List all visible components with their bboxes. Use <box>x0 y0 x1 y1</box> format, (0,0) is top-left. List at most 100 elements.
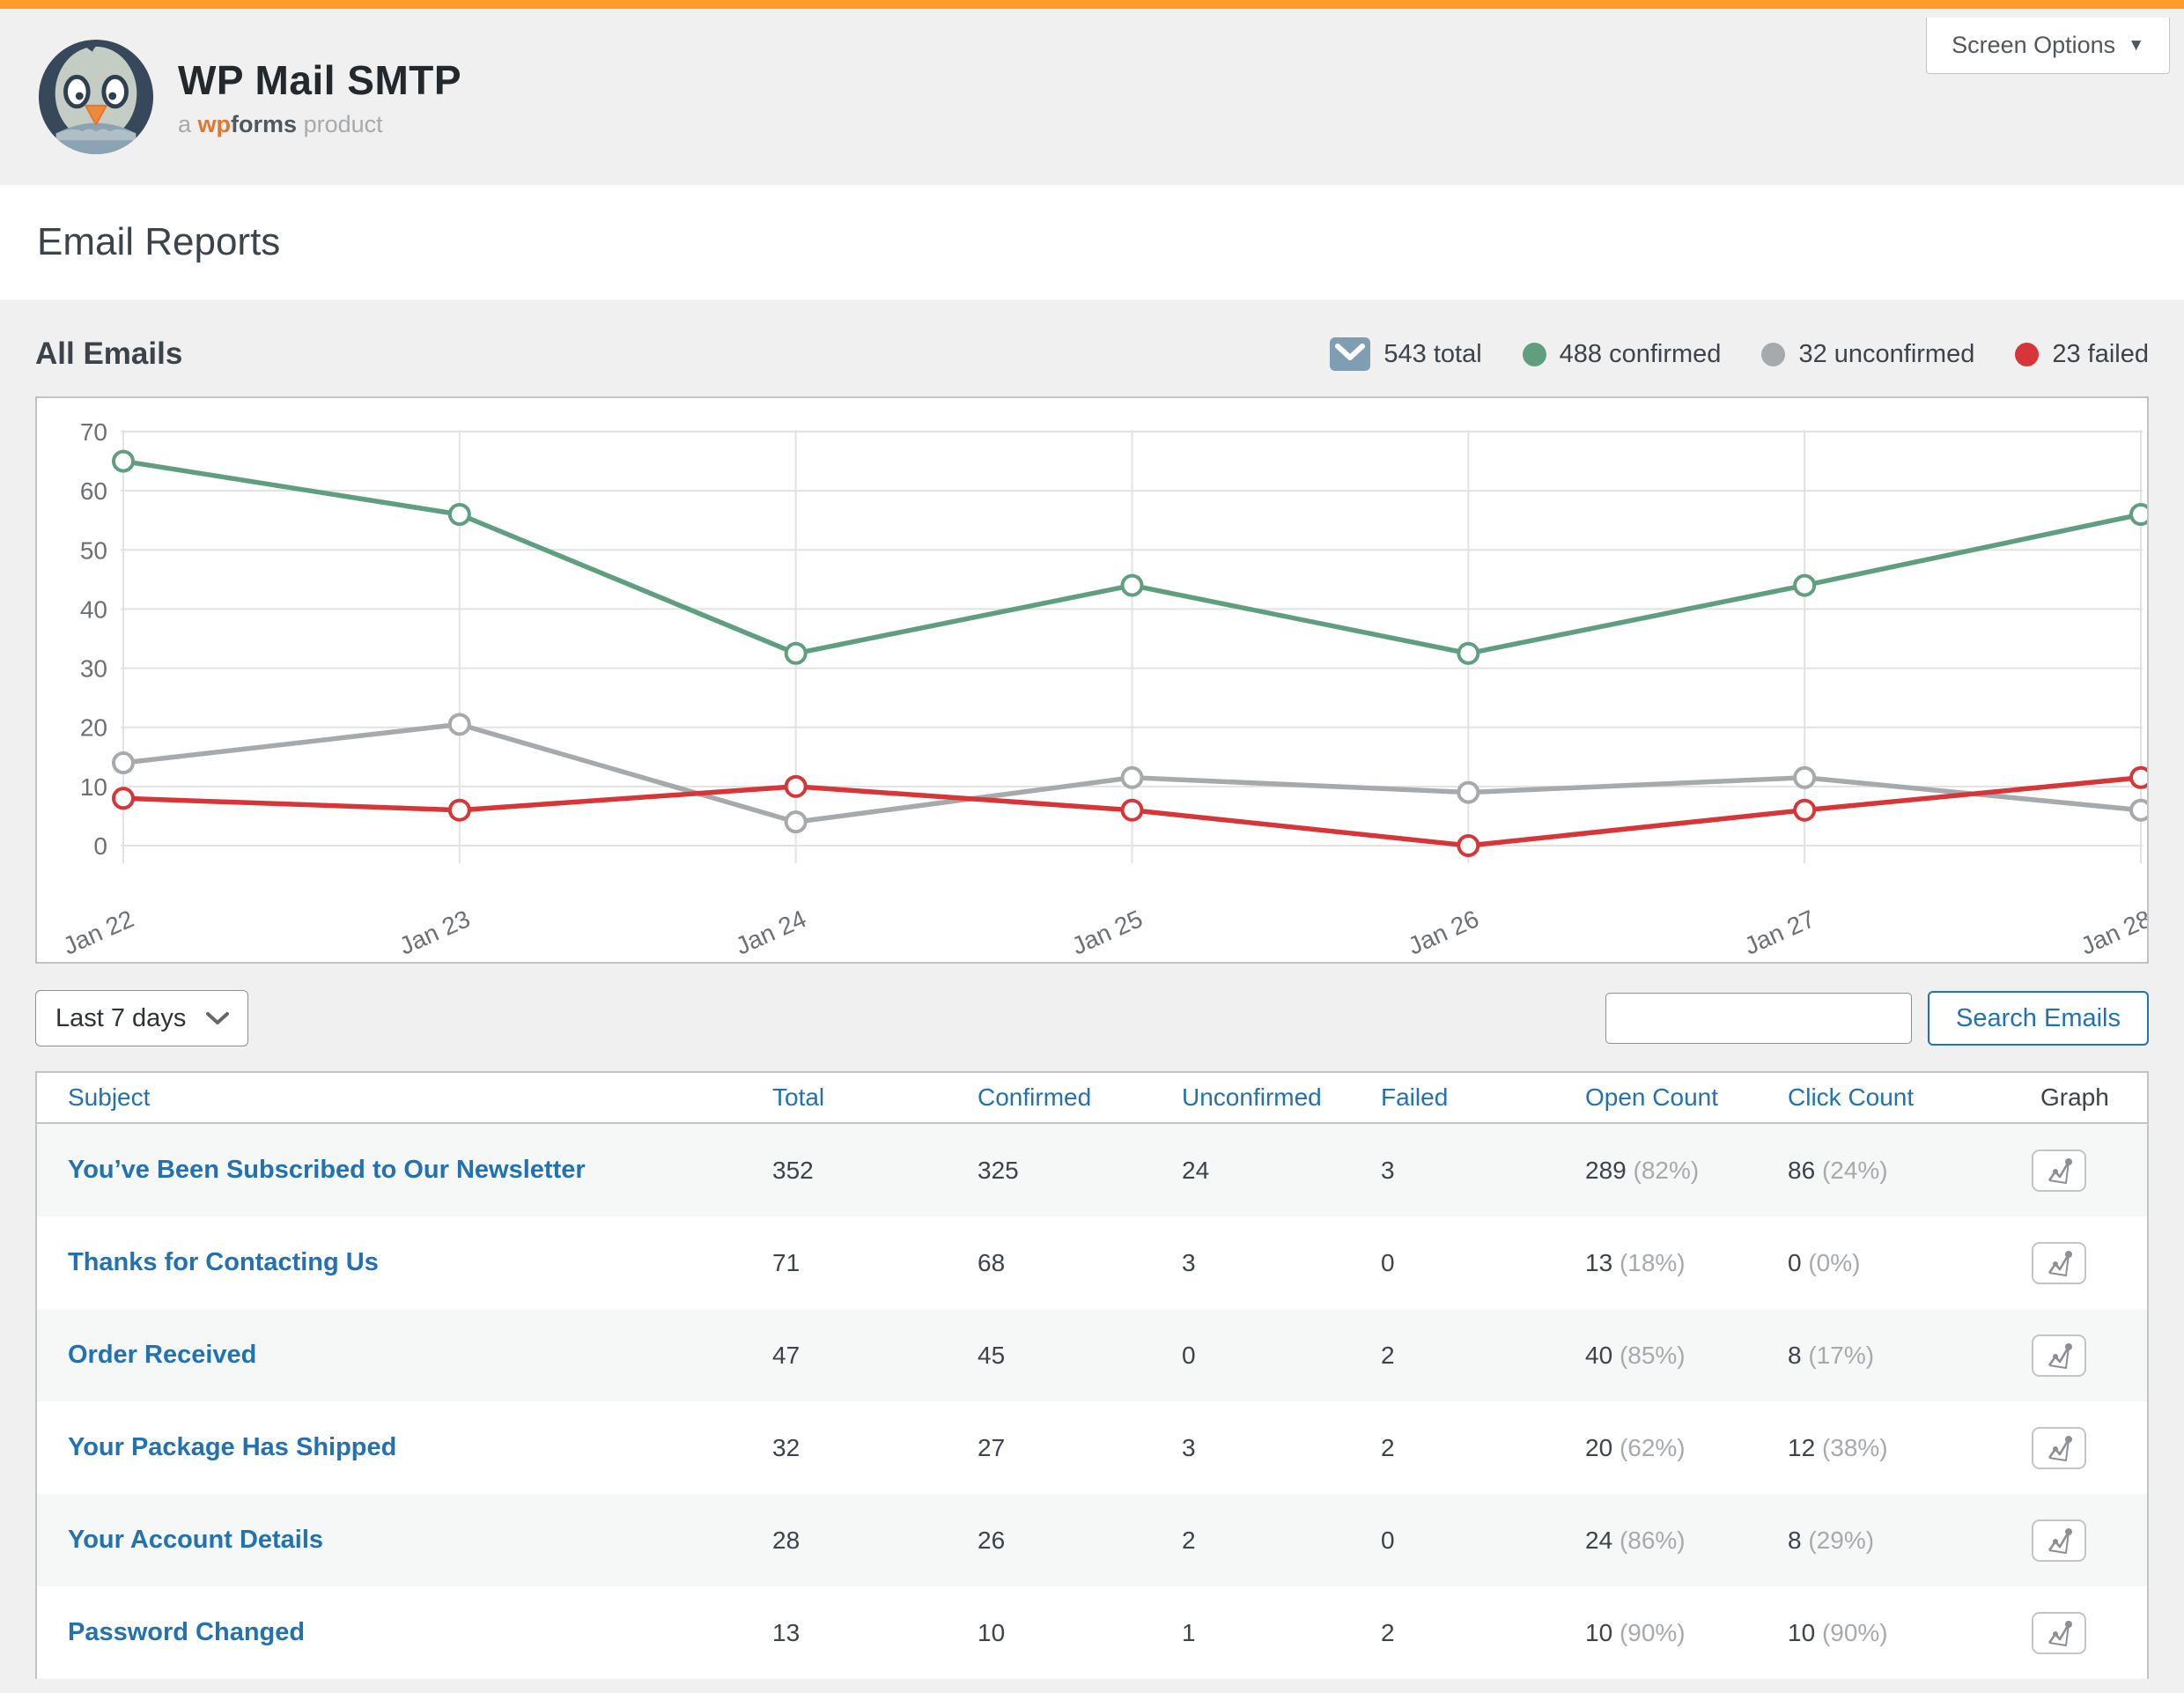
total-cell: 13 <box>772 1618 801 1646</box>
failed-cell: 3 <box>1381 1156 1395 1184</box>
brand-forms: forms <box>231 110 298 137</box>
table-row: Order Received 47 45 0 2 40 (85%) 8 (17%) <box>37 1309 2147 1401</box>
y-axis-tick-label: 0 <box>93 832 107 860</box>
table-row: Your Package Has Shipped 32 27 3 2 20 (62%) 12… <box>37 1401 2147 1494</box>
brand-block: WP Mail SMTP a wpforms product <box>178 56 461 138</box>
open-count-cell: 24 (86%) <box>1585 1526 1686 1554</box>
legend-label: 23 failed <box>2052 339 2149 368</box>
data-point-unconfirmed[interactable] <box>1457 780 1480 804</box>
click-count-cell: 8 (29%) <box>1788 1526 1875 1554</box>
data-point-confirmed[interactable] <box>112 449 135 473</box>
email-subject-link[interactable]: Your Account Details <box>68 1526 324 1554</box>
mini-line-chart-icon <box>2048 1250 2072 1276</box>
open-count-cell: 40 (85%) <box>1585 1341 1686 1369</box>
open-graph-button[interactable] <box>2032 1611 2086 1654</box>
data-point-failed[interactable] <box>1120 798 1144 822</box>
email-subject-link[interactable]: Order Received <box>68 1341 257 1369</box>
open-graph-button[interactable] <box>2032 1519 2086 1562</box>
data-point-confirmed[interactable] <box>1457 641 1480 665</box>
column-header-graph: Graph <box>2040 1083 2109 1111</box>
table-header-row: Subject Total Confirmed Unconfirmed Failed Op… <box>37 1073 2147 1124</box>
email-subject-link[interactable]: Your Package Has Shipped <box>68 1433 397 1461</box>
data-point-confirmed[interactable] <box>784 641 808 665</box>
data-point-failed[interactable] <box>1457 834 1480 857</box>
data-point-failed[interactable] <box>112 787 135 810</box>
click-count-cell: 8 (17%) <box>1788 1341 1875 1369</box>
data-point-failed[interactable] <box>1793 798 1817 822</box>
data-point-confirmed[interactable] <box>447 503 471 526</box>
data-point-failed[interactable] <box>784 774 808 798</box>
confirmed-cell: 27 <box>978 1433 1006 1461</box>
column-header-failed[interactable]: Failed <box>1381 1083 1449 1111</box>
y-axis-tick-label: 30 <box>80 655 107 683</box>
data-point-unconfirmed[interactable] <box>784 810 808 834</box>
email-subject-link[interactable]: Thanks for Contacting Us <box>68 1248 379 1276</box>
screen-options-label: Screen Options <box>1952 32 2116 58</box>
legend-label: 488 confirmed <box>1559 339 1722 368</box>
table-row: Your Account Details 28 26 2 0 24 (86%) 8 (29%… <box>37 1494 2147 1586</box>
data-point-confirmed[interactable] <box>1793 573 1817 597</box>
x-axis-tick-label: Jan 28 <box>2077 905 2147 960</box>
legend-dot-icon <box>2015 342 2040 366</box>
envelope-icon <box>1330 337 1371 371</box>
data-point-failed[interactable] <box>2129 765 2152 789</box>
page-title: Email Reports <box>37 220 281 263</box>
data-point-unconfirmed[interactable] <box>2129 798 2152 822</box>
x-axis-tick-label: Jan 23 <box>395 905 474 960</box>
x-axis-tick-label: Jan 24 <box>732 905 810 960</box>
email-reports-table: Subject Total Confirmed Unconfirmed Failed Op… <box>35 1071 2149 1679</box>
unconfirmed-cell: 24 <box>1182 1156 1210 1184</box>
email-subject-link[interactable]: You’ve Been Subscribed to Our Newsletter <box>68 1156 586 1184</box>
open-graph-button[interactable] <box>2032 1241 2086 1284</box>
unconfirmed-cell: 1 <box>1182 1618 1196 1646</box>
total-cell: 71 <box>772 1248 801 1276</box>
open-graph-button[interactable] <box>2032 1149 2086 1192</box>
section-title: All Emails <box>35 336 183 371</box>
content-area: All Emails 543 total 488 confirmed 32 unco… <box>0 299 2184 1679</box>
app-subtitle: a wpforms product <box>178 111 461 138</box>
column-header-confirmed[interactable]: Confirmed <box>978 1083 1092 1111</box>
email-subject-link[interactable]: Password Changed <box>68 1618 306 1646</box>
data-point-unconfirmed[interactable] <box>1120 765 1144 789</box>
search-emails-button[interactable]: Search Emails <box>1928 991 2149 1046</box>
chart-legend: 543 total 488 confirmed 32 unconfirmed 23 f… <box>1330 337 2149 371</box>
brand-wp: wp <box>197 110 232 137</box>
data-point-failed[interactable] <box>447 798 471 822</box>
y-axis-tick-label: 10 <box>80 773 107 801</box>
legend-item: 23 failed <box>2015 340 2149 369</box>
legend-label: 543 total <box>1383 339 1482 368</box>
column-header-subject[interactable]: Subject <box>68 1083 151 1111</box>
chevron-down-icon: ▼ <box>2128 35 2144 55</box>
data-point-confirmed[interactable] <box>2129 503 2152 526</box>
data-point-unconfirmed[interactable] <box>447 713 471 736</box>
failed-cell: 0 <box>1381 1248 1395 1276</box>
legend-dot-icon <box>1761 342 1786 366</box>
wp-mail-smtp-pigeon-logo <box>38 39 154 155</box>
column-header-unconfirmed[interactable]: Unconfirmed <box>1182 1083 1322 1111</box>
confirmed-cell: 45 <box>978 1341 1006 1369</box>
mini-line-chart-icon <box>2048 1157 2072 1184</box>
open-graph-button[interactable] <box>2032 1334 2086 1377</box>
click-count-cell: 0 (0%) <box>1788 1248 1861 1276</box>
failed-cell: 2 <box>1381 1433 1395 1461</box>
unconfirmed-cell: 3 <box>1182 1433 1196 1461</box>
search-input[interactable] <box>1605 993 1913 1044</box>
open-count-cell: 20 (62%) <box>1585 1433 1686 1461</box>
mini-line-chart-icon <box>2048 1620 2072 1646</box>
data-point-confirmed[interactable] <box>1120 573 1144 597</box>
data-point-unconfirmed[interactable] <box>1793 765 1817 789</box>
app-title: WP Mail SMTP <box>178 56 462 103</box>
column-header-click-count[interactable]: Click Count <box>1788 1083 1915 1111</box>
data-point-unconfirmed[interactable] <box>112 751 135 774</box>
mini-line-chart-icon <box>2048 1527 2072 1554</box>
y-axis-tick-label: 40 <box>80 595 107 623</box>
column-header-open-count[interactable]: Open Count <box>1585 1083 1718 1111</box>
screen-options-button[interactable]: Screen Options ▼ <box>1926 18 2170 74</box>
date-range-select[interactable]: Last 7 days <box>35 990 248 1046</box>
column-header-total[interactable]: Total <box>772 1083 825 1111</box>
table-row: Password Changed 13 10 1 2 10 (90%) 10 (90%) <box>37 1586 2147 1679</box>
click-count-cell: 86 (24%) <box>1788 1156 1888 1184</box>
page-title-band: Email Reports <box>0 185 2184 299</box>
open-graph-button[interactable] <box>2032 1426 2086 1469</box>
y-axis-tick-label: 60 <box>80 477 107 505</box>
